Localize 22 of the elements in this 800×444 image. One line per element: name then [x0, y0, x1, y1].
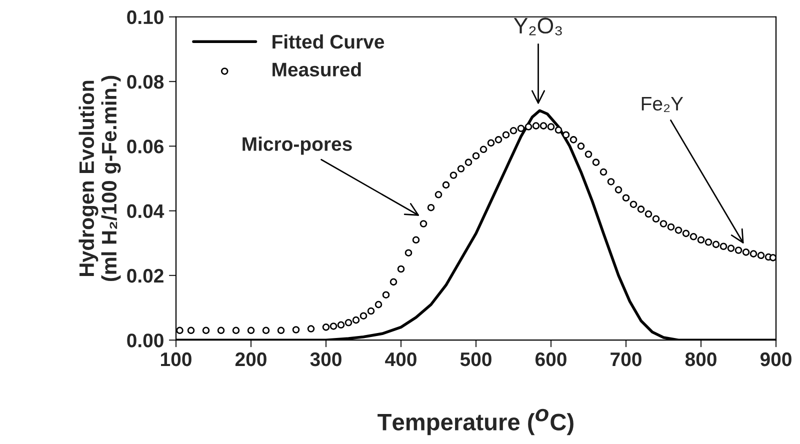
x-tick-label: 800: [685, 352, 716, 366]
x-tick-label: 700: [610, 352, 642, 366]
x-tick-label: 100: [161, 352, 192, 366]
y-tick-label: 0.10: [127, 10, 164, 24]
legend-label: Measured: [272, 62, 361, 77]
x-tick-label: 200: [235, 352, 266, 366]
annotation: Fe₂Y: [642, 97, 684, 112]
x-tick-label: 600: [535, 352, 566, 366]
y-tick-label: 0.02: [127, 268, 164, 283]
y-tick-label: 0.04: [127, 204, 164, 218]
y-tick-label: 0.08: [127, 74, 164, 89]
x-tick-label: 900: [760, 352, 792, 366]
legend-label: Fitted Curve: [272, 34, 384, 49]
x-tick-label: 500: [460, 352, 492, 366]
y-tick-label: 0.06: [127, 140, 164, 154]
y-tick-label: 0.00: [127, 334, 164, 348]
annotation: Micro-pores: [242, 136, 352, 155]
x-tick-label: 400: [385, 352, 416, 366]
annotation: Y₂O₃: [514, 18, 562, 36]
y-axis-title: Hydrogen Evolution (ml H₂/100 g-Fe.min.): [78, 76, 121, 282]
x-axis-title: Temperature ($^{O}$C): [378, 408, 574, 436]
x-tick-label: 300: [310, 352, 342, 366]
